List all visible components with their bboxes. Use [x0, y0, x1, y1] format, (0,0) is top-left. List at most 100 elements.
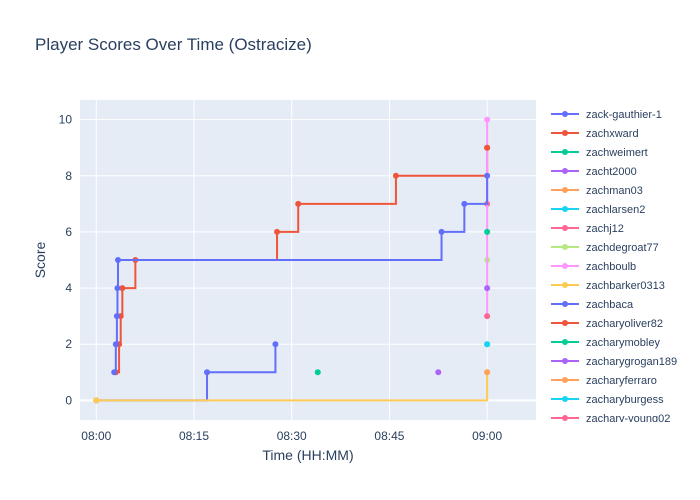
series-zacharyferraro [484, 369, 491, 376]
legend-swatch-marker [562, 358, 568, 364]
legend-item: zachbarker0313 [551, 280, 665, 292]
legend-label: zacharyoliver82 [586, 318, 663, 330]
data-point [484, 144, 491, 151]
legend-item: zachlarsen2 [551, 204, 645, 216]
series-zachary-young02 [484, 313, 491, 320]
legend-item: zack-gauthier-1 [551, 109, 662, 121]
legend-swatch-marker [562, 396, 568, 402]
legend-swatch-marker [562, 339, 568, 345]
data-point [484, 341, 491, 348]
legend-label: zacharyferraro [586, 375, 657, 387]
x-tick-label: 08:45 [374, 429, 404, 443]
x-tick-label: 08:15 [179, 429, 209, 443]
legend-swatch-marker [562, 187, 568, 193]
legend-item: zachary-young02 [551, 413, 670, 425]
legend-swatch-marker [562, 377, 568, 383]
legend-item: zacharyoliver82 [551, 318, 663, 330]
series-zacharymobley [484, 228, 491, 235]
data-point [392, 172, 399, 179]
y-axis-title: Score [32, 242, 48, 279]
legend-item: zachweimert [551, 147, 648, 159]
legend: zack-gauthier-1 zachxward zachweimert zacht… [551, 109, 677, 425]
legend-swatch-marker [562, 168, 568, 174]
y-tick-label: 8 [65, 169, 72, 183]
legend-swatch-marker [562, 244, 568, 250]
legend-swatch-marker [562, 149, 568, 155]
series-zacharyoliver82 [484, 144, 491, 151]
data-point [484, 285, 491, 292]
legend-item: zacharyferraro [551, 375, 657, 387]
legend-swatch-marker [562, 415, 568, 421]
y-tick-label: 0 [65, 393, 72, 407]
legend-swatch-marker [562, 111, 568, 117]
x-tick-label: 08:30 [277, 429, 307, 443]
data-point [484, 172, 491, 179]
legend-label: zack-gauthier-1 [586, 109, 662, 121]
data-point [115, 257, 121, 263]
data-point [119, 285, 126, 292]
legend-label: zachxward [586, 128, 639, 140]
y-tick-label: 4 [65, 281, 72, 295]
legend-item: zacht2000 [551, 166, 637, 178]
chart-title: Player Scores Over Time (Ostracize) [35, 35, 312, 54]
legend-item: zachj12 [551, 223, 624, 235]
data-point [274, 228, 281, 235]
legend-item: zachbaca [551, 299, 634, 311]
legend-swatch-marker [562, 301, 568, 307]
legend-item: zacharygrogan189 [551, 356, 677, 368]
x-axis-title: Time (HH:MM) [262, 447, 353, 463]
legend-label: zachbaca [586, 299, 634, 311]
legend-label: zachman03 [586, 185, 643, 197]
data-point [111, 369, 118, 376]
legend-label: zachlarsen2 [586, 204, 645, 216]
series-zacharyburgess [484, 341, 491, 348]
legend-label: zacharymobley [586, 337, 660, 349]
data-point [484, 228, 491, 235]
legend-swatch-marker [562, 206, 568, 212]
legend-item: zachboulb [551, 261, 636, 273]
legend-item: zacharymobley [551, 337, 660, 349]
y-tick-label: 10 [59, 113, 73, 127]
series-line [96, 372, 489, 402]
data-point [314, 369, 321, 376]
data-point [295, 200, 302, 207]
data-point [484, 116, 491, 123]
legend-label: zachboulb [586, 261, 636, 273]
legend-item: zachxward [551, 128, 639, 140]
legend-item: zachman03 [551, 185, 643, 197]
legend-label: zachweimert [586, 147, 648, 159]
data-point [484, 369, 491, 376]
y-tick-label: 2 [65, 337, 72, 351]
legend-swatch-marker [562, 320, 568, 326]
legend-label: zachj12 [586, 223, 624, 235]
series-zacharygrogan189 [484, 285, 491, 292]
data-point [113, 313, 120, 320]
legend-label: zacht2000 [586, 166, 637, 178]
data-point [93, 397, 100, 404]
series-zacht2000 [435, 369, 442, 376]
data-point [272, 341, 279, 348]
data-point [435, 369, 442, 376]
legend-item: zachdegroat77 [551, 242, 659, 254]
legend-label: zachbarker0313 [586, 280, 665, 292]
data-point [204, 369, 211, 376]
legend-swatch-marker [562, 282, 568, 288]
legend-swatch-marker [562, 225, 568, 231]
data-point [484, 313, 491, 320]
data-point [438, 228, 445, 235]
data-point [112, 341, 119, 348]
data-point [114, 285, 121, 292]
data-point [461, 200, 468, 207]
y-tick-label: 6 [65, 225, 72, 239]
x-tick-label: 08:00 [81, 429, 111, 443]
x-tick-label: 09:00 [472, 429, 502, 443]
legend-label: zacharygrogan189 [586, 356, 677, 368]
legend-label: zacharyburgess [586, 394, 664, 406]
legend-label: zachary-young02 [586, 413, 670, 425]
legend-item: zacharyburgess [551, 394, 664, 406]
legend-label: zachdegroat77 [586, 242, 659, 254]
series-zachbaca [111, 172, 491, 376]
series-zachweimert [314, 369, 321, 376]
legend-swatch-marker [562, 130, 568, 136]
